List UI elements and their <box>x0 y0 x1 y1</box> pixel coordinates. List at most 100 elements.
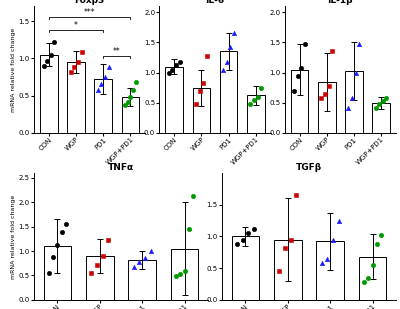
Point <box>122 102 128 107</box>
Point <box>365 275 372 280</box>
Point <box>88 270 94 275</box>
Point <box>176 59 183 64</box>
Point <box>294 73 301 78</box>
Point <box>169 67 176 72</box>
Bar <box>220 51 238 133</box>
Point <box>136 259 142 264</box>
Bar <box>247 95 264 133</box>
Point <box>94 262 100 267</box>
Point <box>48 52 54 57</box>
Point <box>71 65 78 70</box>
Point <box>130 264 137 269</box>
Bar <box>359 257 386 300</box>
Bar <box>67 62 85 133</box>
Title: TGFβ: TGFβ <box>296 163 322 172</box>
Bar <box>44 246 71 300</box>
Point <box>220 67 226 72</box>
Point <box>51 40 58 44</box>
Point <box>356 41 362 46</box>
Point <box>298 65 305 70</box>
Point <box>63 222 69 227</box>
Title: TNFα: TNFα <box>108 163 134 172</box>
Point <box>95 87 101 92</box>
Title: IL-1β: IL-1β <box>328 0 353 5</box>
Point <box>75 60 81 65</box>
Bar <box>128 260 156 300</box>
Point <box>330 237 336 242</box>
Point <box>318 260 325 265</box>
Bar <box>316 241 344 300</box>
Text: ***: *** <box>84 8 96 17</box>
Bar <box>94 79 112 133</box>
Point <box>227 45 234 50</box>
Point <box>186 226 192 231</box>
Point <box>361 280 367 285</box>
Point <box>372 105 379 110</box>
Point <box>336 218 342 223</box>
Point <box>254 94 261 99</box>
Point <box>324 256 330 261</box>
Point <box>352 70 359 75</box>
Point <box>50 254 56 259</box>
Point <box>380 99 386 104</box>
Bar <box>318 82 336 133</box>
Point <box>234 242 240 247</box>
Point <box>247 101 254 106</box>
Bar <box>166 66 183 133</box>
Point <box>100 253 106 258</box>
Point <box>345 105 352 110</box>
Point <box>177 272 184 277</box>
Bar <box>372 103 390 133</box>
Point <box>106 65 112 70</box>
Point <box>173 274 179 279</box>
Point <box>102 74 108 79</box>
Point <box>224 59 230 64</box>
Point <box>318 95 324 100</box>
Bar <box>274 239 302 300</box>
Point <box>200 81 206 86</box>
Point <box>133 80 139 85</box>
Point <box>127 95 134 99</box>
Point <box>370 262 376 267</box>
Point <box>166 70 172 75</box>
Point <box>245 231 251 236</box>
Bar <box>86 256 114 300</box>
Point <box>239 237 246 242</box>
Point <box>291 88 297 93</box>
Point <box>98 82 105 87</box>
Point <box>68 69 74 74</box>
Point <box>204 53 210 58</box>
Point <box>251 97 257 102</box>
Point <box>325 83 332 88</box>
Point <box>54 243 60 248</box>
Point <box>142 256 148 261</box>
Point <box>282 245 288 250</box>
Title: IL-6: IL-6 <box>206 0 224 5</box>
Point <box>130 87 136 92</box>
Bar <box>192 88 210 133</box>
Point <box>78 50 85 55</box>
Point <box>193 101 199 106</box>
Point <box>46 270 52 275</box>
Point <box>383 95 390 100</box>
Point <box>58 230 65 235</box>
Point <box>376 101 382 106</box>
Point <box>196 88 203 93</box>
Bar <box>40 55 58 133</box>
Point <box>329 49 335 54</box>
Point <box>105 238 112 243</box>
Point <box>40 63 47 68</box>
Text: *: * <box>74 21 78 30</box>
Text: **: ** <box>113 47 121 56</box>
Point <box>302 41 308 46</box>
Point <box>44 58 50 63</box>
Bar <box>232 236 259 300</box>
Point <box>293 193 300 198</box>
Bar <box>122 97 139 133</box>
Title: Foxp3: Foxp3 <box>74 0 105 5</box>
Point <box>322 91 328 96</box>
Point <box>148 248 154 253</box>
Bar <box>345 71 363 133</box>
Point <box>124 99 131 104</box>
Bar <box>291 70 308 133</box>
